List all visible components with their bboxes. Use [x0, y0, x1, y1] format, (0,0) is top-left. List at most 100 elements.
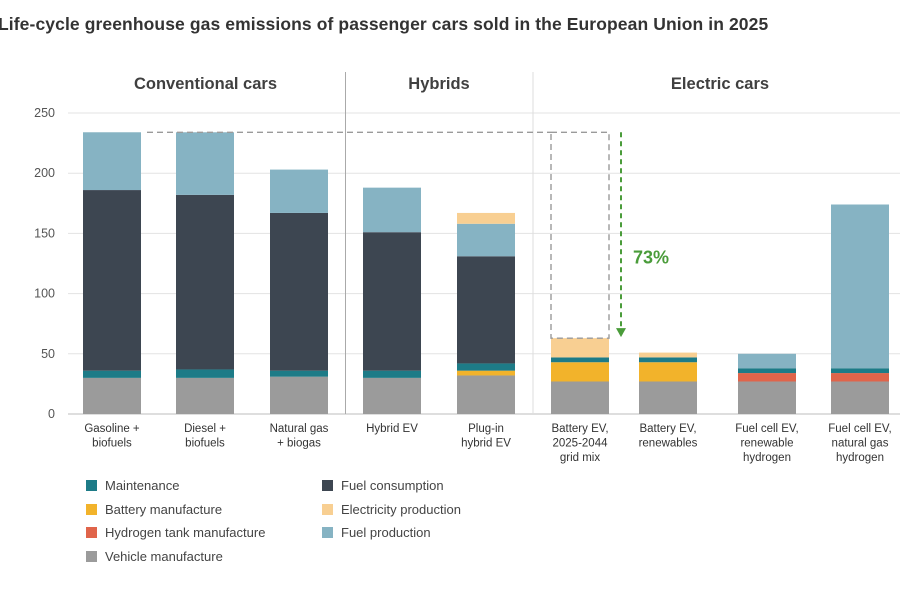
bars	[83, 132, 889, 414]
category-label-line: hydrogen	[743, 452, 791, 464]
legend-item: Electricity production	[322, 502, 461, 517]
category-label-line: natural gas	[832, 438, 889, 450]
bar-segment	[83, 370, 141, 378]
reduction-percent-label: 73%	[633, 248, 669, 268]
bar-segment	[176, 132, 234, 195]
bar-segment	[738, 381, 796, 414]
bar-segment	[738, 353, 796, 369]
category-label-line: Hybrid EV	[366, 423, 418, 435]
category-label-line: + biogas	[277, 438, 321, 450]
bar-segment	[363, 370, 421, 378]
y-tick-label: 200	[34, 166, 55, 180]
legend-swatch	[322, 527, 333, 538]
category-label: Fuel cell EV, renewable hydrogen	[735, 423, 799, 464]
y-tick-label: 100	[34, 287, 55, 301]
bar-segment	[83, 190, 141, 371]
bar-stack	[831, 204, 889, 414]
reduction-box	[550, 131, 610, 339]
bar-segment	[551, 357, 609, 363]
legend-label: Hydrogen tank manufacture	[105, 525, 266, 540]
category-label: Battery EV, 2025-2044 grid mix	[551, 423, 608, 464]
bar-stack	[551, 338, 609, 414]
bar-stack	[363, 187, 421, 414]
bar-segment	[83, 132, 141, 191]
bar-stack	[639, 352, 697, 414]
legend-item: Maintenance	[86, 478, 179, 493]
category-label: Hybrid EV	[366, 423, 418, 435]
bar-segment	[457, 223, 515, 257]
category-label-line: renewable	[740, 438, 793, 450]
category-label-line: Plug-in	[468, 423, 504, 435]
bar-segment	[457, 256, 515, 364]
y-tick-label: 250	[34, 106, 55, 120]
bar-segment	[270, 212, 328, 371]
legend-label: Vehicle manufacture	[105, 548, 223, 564]
category-label-line: biofuels	[92, 438, 132, 450]
bar-segment	[639, 357, 697, 363]
legend-swatch	[322, 503, 333, 515]
category-label-line: Battery EV,	[551, 423, 608, 435]
bar-segment	[270, 169, 328, 213]
bar-stack	[176, 132, 234, 414]
group-headers: Conventional cars Hybrids Electric cars	[134, 72, 769, 414]
bar-segment	[176, 194, 234, 370]
legend-swatch	[86, 527, 97, 538]
bar-segment	[831, 204, 889, 369]
category-label-line: Gasoline +	[84, 423, 140, 435]
legend-swatch	[322, 480, 333, 491]
bar-stack	[270, 169, 328, 414]
legend-item: Hydrogen tank manufacture	[86, 525, 265, 540]
bar-segment	[270, 376, 328, 414]
legend-item: Fuel production	[322, 525, 431, 540]
bar-segment	[457, 212, 515, 224]
y-axis: 0 50 100 150 200 250	[34, 106, 55, 421]
legend-item: Battery manufacture	[86, 502, 222, 517]
category-label-line: Battery EV,	[639, 423, 696, 435]
category-label-line: hydrogen	[836, 452, 884, 464]
legend-swatch	[86, 550, 97, 562]
bar-stack	[738, 353, 796, 414]
category-label: Gasoline + biofuels	[84, 423, 140, 450]
bar-segment	[270, 370, 328, 377]
legend-label: Electricity production	[341, 501, 461, 517]
bar-segment	[639, 381, 697, 414]
reduction-annotation: 73%	[147, 131, 669, 339]
bar-segment	[831, 373, 889, 382]
legend-label: Fuel consumption	[341, 478, 444, 493]
legend-swatch	[86, 480, 97, 491]
category-label-line: grid mix	[560, 452, 601, 464]
bar-segment	[457, 363, 515, 371]
group-header: Electric cars	[671, 75, 769, 93]
legend-item: Vehicle manufacture	[86, 549, 223, 564]
category-labels: Gasoline + biofuels Diesel + biofuels Natura…	[84, 423, 891, 464]
legend-swatch	[86, 503, 97, 515]
category-label-line: Natural gas	[270, 423, 329, 435]
bar-segment	[363, 232, 421, 371]
legend-label: Battery manufacture	[105, 501, 223, 517]
category-label-line: renewables	[639, 438, 698, 450]
category-label: Diesel + biofuels	[184, 423, 226, 450]
bar-segment	[363, 377, 421, 414]
bar-segment	[457, 375, 515, 414]
arrow-head	[616, 328, 626, 338]
category-label-line: hybrid EV	[461, 438, 511, 450]
y-tick-label: 50	[41, 347, 55, 361]
bar-segment	[176, 369, 234, 378]
category-label-line: biofuels	[185, 438, 225, 450]
group-header: Conventional cars	[134, 75, 277, 93]
bar-segment	[639, 362, 697, 382]
category-label: Natural gas + biogas	[270, 423, 329, 450]
legend-label: Fuel production	[341, 525, 431, 540]
legend-item: Fuel consumption	[322, 478, 444, 493]
category-label-line: 2025-2044	[553, 438, 609, 450]
bar-segment	[83, 377, 141, 414]
bar-stack	[83, 132, 141, 414]
bar-segment	[738, 368, 796, 374]
y-tick-label: 0	[48, 407, 55, 421]
category-label: Plug-in hybrid EV	[461, 423, 511, 450]
bar-segment	[831, 381, 889, 414]
category-label-line: Fuel cell EV,	[828, 423, 892, 435]
bar-segment	[176, 377, 234, 414]
category-label-line: Fuel cell EV,	[735, 423, 799, 435]
bar-segment	[831, 368, 889, 374]
